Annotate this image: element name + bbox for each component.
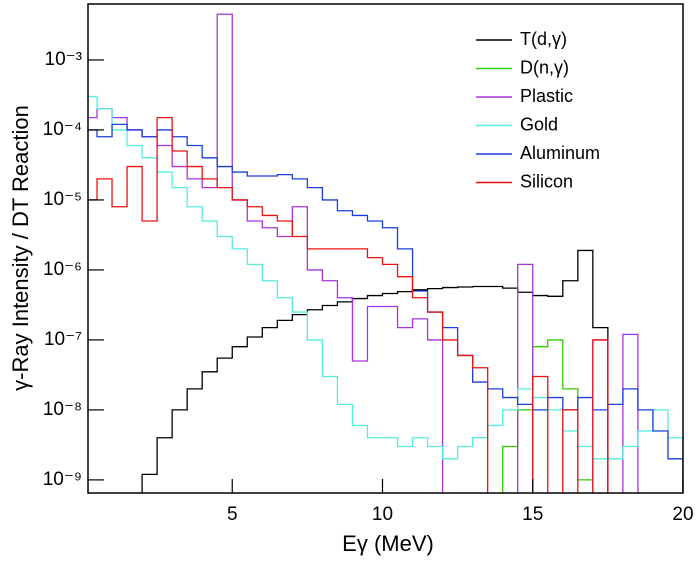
x-axis-title: Eγ (MeV) (342, 531, 434, 556)
y-tick-label: 10⁻⁵ (43, 189, 82, 210)
series-line (592, 339, 609, 493)
plot-frame (87, 3, 684, 494)
y-tick-label: 10⁻⁸ (43, 399, 82, 420)
legend-label: Aluminum (520, 143, 600, 163)
legend-label: T(d,γ) (520, 29, 567, 49)
legend-label: Gold (520, 114, 558, 134)
series-line (532, 375, 549, 493)
y-axis-title: γ-Ray Intensity / DT Reaction (8, 105, 33, 391)
y-tick-label: 10⁻⁴ (43, 119, 82, 140)
legend-label: Silicon (520, 171, 573, 191)
series-line (88, 116, 489, 493)
y-tick-label: 10⁻³ (45, 49, 83, 70)
series-line (622, 333, 639, 493)
y-tick-label: 10⁻⁶ (43, 259, 82, 280)
legend-label: Plastic (520, 86, 573, 106)
plot-area (88, 13, 683, 493)
x-tick-label: 10 (372, 504, 393, 525)
x-tick-label: 20 (672, 504, 693, 525)
series-line (88, 123, 683, 493)
y-tick-label: 10⁻⁹ (43, 469, 82, 490)
x-tick-label: 15 (522, 504, 543, 525)
y-tick-label: 10⁻⁷ (44, 329, 82, 350)
legend-label: D(n,γ) (520, 57, 569, 77)
series-line (562, 409, 579, 493)
x-tick-label: 5 (227, 504, 238, 525)
